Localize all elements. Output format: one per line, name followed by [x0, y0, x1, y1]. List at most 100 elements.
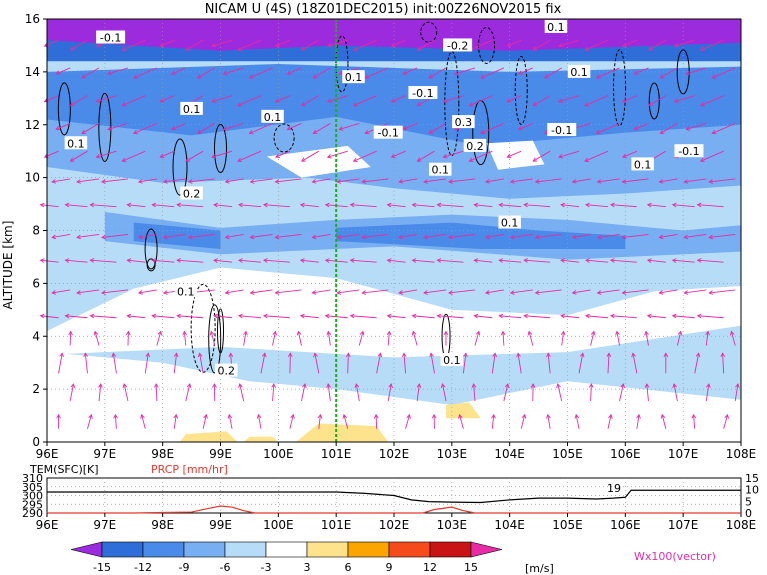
contour-label: 0.1 — [342, 70, 365, 84]
wind-vector — [176, 258, 204, 263]
contour-loop — [172, 138, 188, 196]
x-tick-label: 103E — [437, 447, 468, 461]
wind-vector — [609, 258, 637, 263]
wind-vector — [275, 95, 291, 103]
shade-white-upper-patch — [266, 145, 371, 178]
wind-vector — [113, 413, 118, 429]
surface-x-tick-label: 98E — [151, 518, 174, 532]
wind-vector — [361, 289, 389, 295]
wind-vector — [107, 67, 129, 76]
y-axis-label: ALTITUDE [km] — [1, 221, 15, 310]
y-tick-label: 14 — [25, 65, 40, 79]
contour-loop — [146, 258, 156, 272]
colorbar-level-label: 9 — [386, 561, 393, 574]
wind-vector — [352, 95, 377, 107]
wind-vector — [454, 67, 476, 76]
surface-right-tick-label: 10 — [745, 484, 759, 497]
wind-vector — [498, 258, 522, 263]
wind-vector — [352, 39, 377, 51]
wind-vector — [532, 39, 551, 51]
x-tick-label: 100E — [263, 447, 294, 461]
wind-vector — [646, 202, 666, 208]
wind-vector — [696, 258, 724, 263]
wind-vector — [473, 313, 493, 319]
wind-vector — [436, 313, 464, 319]
wind-vector — [484, 178, 504, 184]
wind-vector — [69, 95, 88, 107]
colorbar-unit: [m/s] — [525, 562, 554, 575]
wind-vector — [411, 313, 435, 319]
temperature-line — [47, 489, 741, 504]
wind-vector — [416, 39, 435, 51]
wind-vector — [301, 39, 320, 51]
wind-vector — [173, 413, 179, 429]
wind-vector — [159, 150, 175, 159]
wind-vector — [386, 202, 406, 208]
wind-vector — [352, 150, 377, 162]
y-tick-label: 10 — [25, 171, 40, 185]
wind-vector — [648, 95, 667, 107]
wind-vector — [159, 39, 175, 47]
wind-vector — [301, 383, 307, 402]
precipitation-label: PRCP [mm/hr] — [151, 463, 228, 476]
wind-vector — [532, 95, 551, 107]
contour-loop — [273, 123, 295, 153]
wind-vector — [101, 234, 129, 240]
surface-right-tick-label: 5 — [745, 495, 752, 508]
wind-vector — [349, 313, 377, 319]
wind-vector — [275, 39, 291, 47]
wind-vector — [87, 413, 93, 429]
shade-yellow-4 — [243, 436, 279, 442]
wind-vector — [473, 202, 493, 208]
wind-vector — [312, 67, 331, 79]
x-tick-label: 96E — [36, 447, 59, 461]
svg-text:-0.1: -0.1 — [100, 32, 121, 45]
wind-vector — [358, 330, 365, 346]
wind-vector — [196, 123, 215, 134]
colorbar-level-label: -9 — [179, 561, 190, 574]
wind-vector — [516, 352, 522, 374]
wind-vector — [696, 313, 724, 319]
wind-vector — [126, 330, 131, 346]
wind-vector — [151, 258, 175, 263]
wind-vector — [76, 178, 100, 184]
wind-vector — [458, 413, 464, 429]
wind-vector — [89, 313, 117, 319]
wind-vector — [558, 150, 580, 159]
contour-label: -0.1 — [373, 125, 403, 140]
wind-vector — [256, 413, 262, 429]
wind-vector — [151, 313, 175, 319]
wind-vector — [275, 150, 291, 159]
wind-vector — [185, 39, 204, 51]
surface-series — [47, 489, 741, 514]
wind-vector — [93, 330, 100, 346]
wind-vector — [361, 234, 389, 240]
wind-vector — [398, 234, 418, 240]
shade-mid-blue-core — [336, 222, 626, 250]
wind-vector — [390, 95, 406, 103]
wind-vector — [734, 383, 740, 402]
wind-vector — [646, 313, 666, 319]
wind-vector — [222, 67, 244, 76]
wind-vector — [376, 352, 383, 374]
wind-vector — [211, 95, 233, 103]
wind-vector — [39, 202, 59, 208]
contour-loop — [676, 49, 690, 95]
contour-loop — [57, 82, 71, 136]
wind-vector — [326, 150, 348, 159]
wind-vector — [55, 67, 71, 75]
wind-vector — [211, 39, 233, 48]
y-tick-label: 6 — [32, 276, 40, 290]
wind-vector — [659, 123, 678, 134]
wind-vector — [448, 178, 476, 184]
wind-vector — [571, 234, 591, 240]
wind-vector — [442, 95, 464, 103]
wind-vector — [401, 352, 407, 374]
wind-vector — [621, 178, 649, 184]
contour-label: 0.1 — [567, 64, 591, 79]
wind-vector — [659, 67, 678, 79]
main-axis-ticks: 96E 97E 98E 99E 100E 101E 102E 103E 104E 105E 106E… — [25, 12, 757, 461]
wind-vector — [711, 67, 736, 79]
surface-left-tick-label: 290 — [22, 507, 43, 520]
wind-vector — [249, 234, 273, 240]
